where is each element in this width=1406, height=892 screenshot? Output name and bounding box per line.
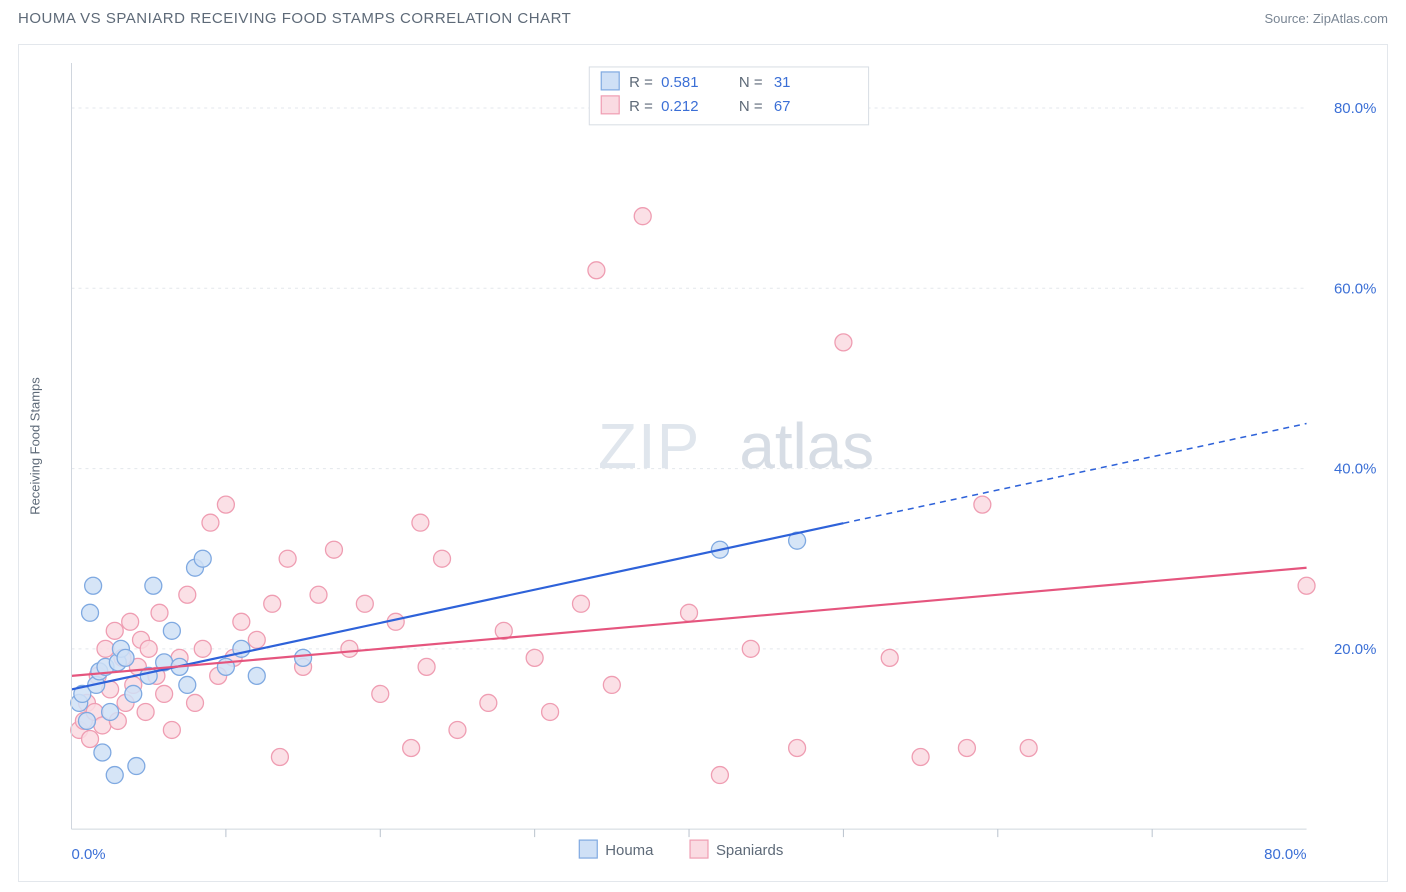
data-point bbox=[835, 334, 852, 351]
legend-swatch bbox=[690, 840, 708, 858]
stats-n-value: 31 bbox=[774, 74, 791, 91]
data-point bbox=[341, 640, 358, 657]
data-point bbox=[194, 550, 211, 567]
data-point bbox=[82, 731, 99, 748]
data-point bbox=[526, 649, 543, 666]
data-point bbox=[179, 676, 196, 693]
data-point bbox=[542, 703, 559, 720]
scatter-chart: ZIP atlas 0.0% 80.0% 20.0% 40.0% 60.0% 80.0% Rec… bbox=[19, 45, 1387, 881]
data-point bbox=[140, 640, 157, 657]
data-point bbox=[97, 640, 114, 657]
data-point bbox=[681, 604, 698, 621]
data-point bbox=[94, 744, 111, 761]
data-point bbox=[137, 703, 154, 720]
data-point bbox=[588, 262, 605, 279]
data-point bbox=[202, 514, 219, 531]
data-point bbox=[233, 613, 250, 630]
data-point bbox=[128, 758, 145, 775]
y-tick-label: 40.0% bbox=[1334, 461, 1376, 478]
data-point bbox=[179, 586, 196, 603]
data-point bbox=[194, 640, 211, 657]
y-tick-label: 60.0% bbox=[1334, 280, 1376, 297]
data-point bbox=[434, 550, 451, 567]
data-point bbox=[217, 496, 234, 513]
data-point bbox=[310, 586, 327, 603]
data-point bbox=[372, 685, 389, 702]
data-point bbox=[156, 685, 173, 702]
stats-n-value: 67 bbox=[774, 98, 791, 115]
data-point bbox=[106, 767, 123, 784]
watermark-zip: ZIP bbox=[598, 410, 700, 482]
data-point bbox=[1020, 740, 1037, 757]
data-point bbox=[912, 749, 929, 766]
data-point bbox=[248, 631, 265, 648]
data-point bbox=[122, 613, 139, 630]
data-point bbox=[1298, 577, 1315, 594]
legend-swatch bbox=[579, 840, 597, 858]
data-point bbox=[106, 622, 123, 639]
legend-label: Spaniards bbox=[716, 842, 783, 859]
data-point bbox=[85, 577, 102, 594]
data-point bbox=[403, 740, 420, 757]
data-point bbox=[163, 721, 180, 738]
stats-n-label: N = bbox=[739, 98, 763, 115]
data-point bbox=[271, 749, 288, 766]
data-point bbox=[881, 649, 898, 666]
data-point bbox=[711, 767, 728, 784]
data-point bbox=[356, 595, 373, 612]
stats-swatch bbox=[601, 96, 619, 114]
data-point bbox=[102, 703, 119, 720]
y-tick-label: 80.0% bbox=[1334, 100, 1376, 117]
stats-r-value: 0.212 bbox=[661, 98, 698, 115]
y-tick-label: 20.0% bbox=[1334, 641, 1376, 658]
stats-n-label: N = bbox=[739, 74, 763, 91]
source-attribution: Source: ZipAtlas.com bbox=[1264, 11, 1388, 26]
data-point bbox=[264, 595, 281, 612]
data-point bbox=[449, 721, 466, 738]
data-point bbox=[603, 676, 620, 693]
stats-r-label: R = bbox=[629, 98, 653, 115]
data-point bbox=[572, 595, 589, 612]
data-point bbox=[187, 694, 204, 711]
data-point bbox=[151, 604, 168, 621]
data-point bbox=[325, 541, 342, 558]
watermark-atlas: atlas bbox=[739, 410, 874, 482]
data-point bbox=[412, 514, 429, 531]
stats-r-label: R = bbox=[629, 74, 653, 91]
data-point bbox=[78, 712, 95, 729]
data-point bbox=[480, 694, 497, 711]
legend-label: Houma bbox=[605, 842, 654, 859]
data-point bbox=[248, 667, 265, 684]
data-point bbox=[418, 658, 435, 675]
data-point bbox=[125, 685, 142, 702]
x-tick-label: 80.0% bbox=[1264, 846, 1306, 863]
chart-container: ZIP atlas 0.0% 80.0% 20.0% 40.0% 60.0% 80.0% Rec… bbox=[18, 44, 1388, 882]
y-axis-label: Receiving Food Stamps bbox=[28, 377, 43, 515]
data-point bbox=[279, 550, 296, 567]
stats-r-value: 0.581 bbox=[661, 74, 698, 91]
data-point bbox=[82, 604, 99, 621]
chart-title: HOUMA VS SPANIARD RECEIVING FOOD STAMPS … bbox=[18, 10, 571, 27]
data-point bbox=[974, 496, 991, 513]
x-tick-label: 0.0% bbox=[72, 846, 106, 863]
data-point bbox=[958, 740, 975, 757]
data-point bbox=[742, 640, 759, 657]
data-point bbox=[145, 577, 162, 594]
data-point bbox=[163, 622, 180, 639]
data-point bbox=[117, 649, 134, 666]
data-point bbox=[789, 740, 806, 757]
stats-swatch bbox=[601, 72, 619, 90]
data-point bbox=[634, 208, 651, 225]
data-point bbox=[295, 649, 312, 666]
